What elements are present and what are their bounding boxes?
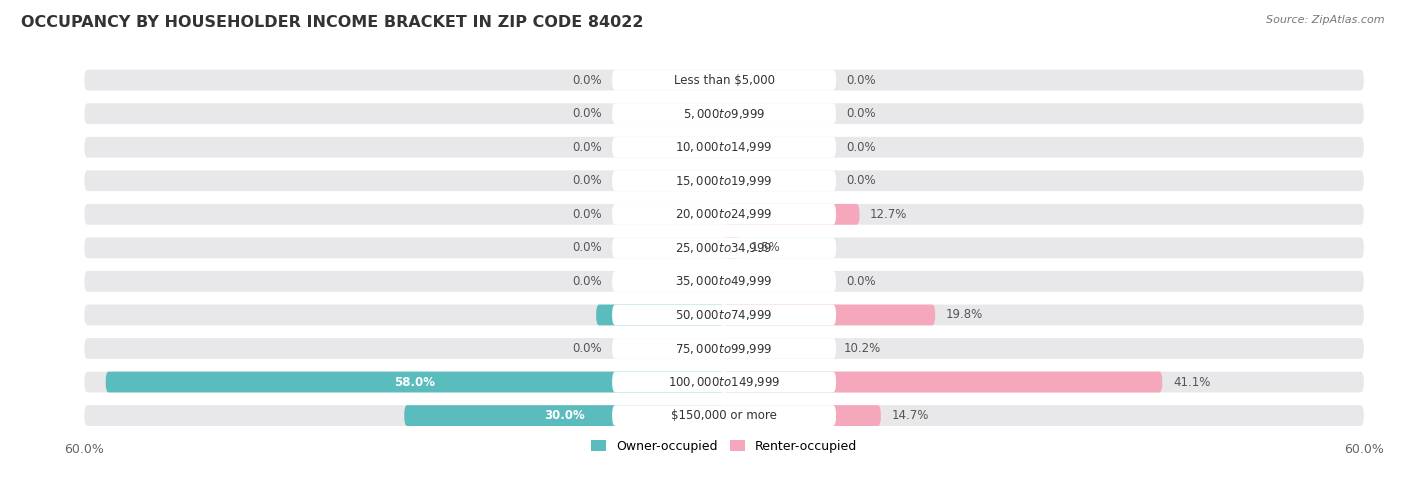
FancyBboxPatch shape <box>84 204 1364 225</box>
FancyBboxPatch shape <box>84 305 1364 325</box>
Text: 0.0%: 0.0% <box>846 107 876 120</box>
Text: 0.0%: 0.0% <box>846 174 876 187</box>
FancyBboxPatch shape <box>612 137 837 157</box>
Text: 14.7%: 14.7% <box>891 409 929 422</box>
FancyBboxPatch shape <box>105 372 724 393</box>
FancyBboxPatch shape <box>84 171 1364 191</box>
Text: $20,000 to $24,999: $20,000 to $24,999 <box>675 208 773 221</box>
Text: Less than $5,000: Less than $5,000 <box>673 73 775 87</box>
Text: 0.0%: 0.0% <box>572 174 602 187</box>
FancyBboxPatch shape <box>84 338 1364 359</box>
Text: $150,000 or more: $150,000 or more <box>671 409 778 422</box>
Text: 19.8%: 19.8% <box>946 309 983 321</box>
FancyBboxPatch shape <box>84 103 1364 124</box>
FancyBboxPatch shape <box>84 238 1364 258</box>
FancyBboxPatch shape <box>724 338 832 359</box>
FancyBboxPatch shape <box>612 372 837 393</box>
FancyBboxPatch shape <box>612 305 837 325</box>
Text: 0.0%: 0.0% <box>572 342 602 355</box>
FancyBboxPatch shape <box>612 271 837 292</box>
Text: $75,000 to $99,999: $75,000 to $99,999 <box>675 342 773 355</box>
Text: OCCUPANCY BY HOUSEHOLDER INCOME BRACKET IN ZIP CODE 84022: OCCUPANCY BY HOUSEHOLDER INCOME BRACKET … <box>21 15 644 30</box>
Text: 30.0%: 30.0% <box>544 409 585 422</box>
FancyBboxPatch shape <box>724 305 935 325</box>
FancyBboxPatch shape <box>596 305 724 325</box>
FancyBboxPatch shape <box>84 405 1364 426</box>
FancyBboxPatch shape <box>612 171 837 191</box>
Text: 10.2%: 10.2% <box>844 342 880 355</box>
Text: 0.0%: 0.0% <box>572 141 602 154</box>
Text: $10,000 to $14,999: $10,000 to $14,999 <box>675 140 773 154</box>
Legend: Owner-occupied, Renter-occupied: Owner-occupied, Renter-occupied <box>586 434 862 458</box>
FancyBboxPatch shape <box>612 338 837 359</box>
Text: $100,000 to $149,999: $100,000 to $149,999 <box>668 375 780 389</box>
FancyBboxPatch shape <box>612 69 837 90</box>
FancyBboxPatch shape <box>405 405 724 426</box>
FancyBboxPatch shape <box>724 204 859 225</box>
FancyBboxPatch shape <box>612 405 837 426</box>
Text: 12.0%: 12.0% <box>640 309 681 321</box>
Text: 1.5%: 1.5% <box>751 242 780 254</box>
FancyBboxPatch shape <box>612 238 837 258</box>
FancyBboxPatch shape <box>84 372 1364 393</box>
Text: 0.0%: 0.0% <box>572 275 602 288</box>
FancyBboxPatch shape <box>724 405 880 426</box>
FancyBboxPatch shape <box>724 238 740 258</box>
Text: 0.0%: 0.0% <box>846 275 876 288</box>
FancyBboxPatch shape <box>84 271 1364 292</box>
Text: 0.0%: 0.0% <box>846 73 876 87</box>
Text: 0.0%: 0.0% <box>572 73 602 87</box>
Text: $35,000 to $49,999: $35,000 to $49,999 <box>675 275 773 288</box>
Text: 58.0%: 58.0% <box>395 376 436 388</box>
Text: $50,000 to $74,999: $50,000 to $74,999 <box>675 308 773 322</box>
Text: 41.1%: 41.1% <box>1173 376 1211 388</box>
FancyBboxPatch shape <box>84 137 1364 157</box>
Text: 0.0%: 0.0% <box>572 208 602 221</box>
Text: Source: ZipAtlas.com: Source: ZipAtlas.com <box>1267 15 1385 25</box>
Text: 0.0%: 0.0% <box>572 242 602 254</box>
Text: $15,000 to $19,999: $15,000 to $19,999 <box>675 174 773 188</box>
FancyBboxPatch shape <box>724 372 1163 393</box>
FancyBboxPatch shape <box>612 204 837 225</box>
Text: $5,000 to $9,999: $5,000 to $9,999 <box>683 106 765 121</box>
FancyBboxPatch shape <box>612 103 837 124</box>
Text: $25,000 to $34,999: $25,000 to $34,999 <box>675 241 773 255</box>
FancyBboxPatch shape <box>84 69 1364 90</box>
Text: 12.7%: 12.7% <box>870 208 907 221</box>
Text: 0.0%: 0.0% <box>572 107 602 120</box>
Text: 0.0%: 0.0% <box>846 141 876 154</box>
